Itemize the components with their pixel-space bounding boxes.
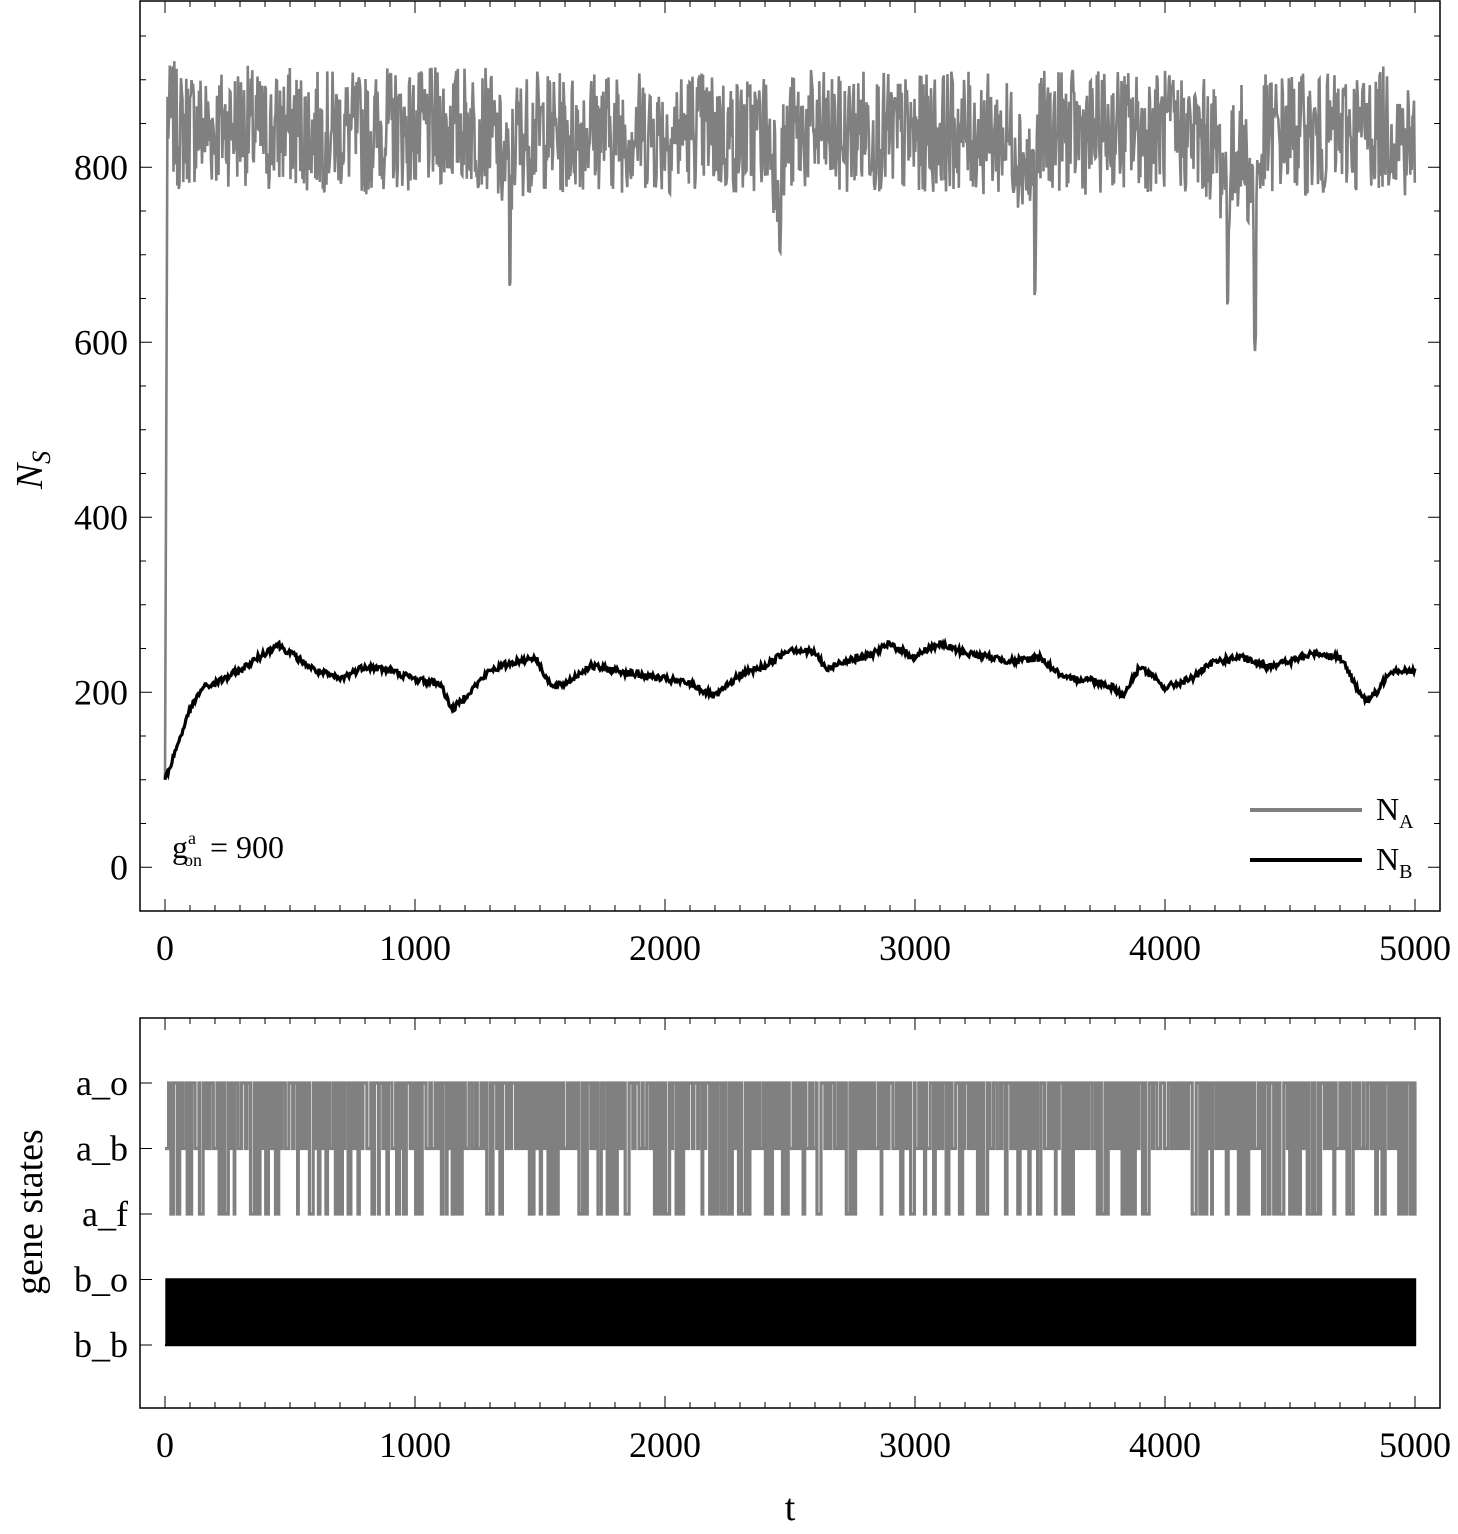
gene-state-label: a_f [82, 1194, 128, 1234]
bottom-y-axis-title: gene states [9, 1129, 51, 1295]
y-tick-label: 200 [74, 672, 128, 712]
x-tick-label: 1000 [379, 1425, 451, 1465]
population-panel: 0 1000 2000 3000 4000 5000 0 200 400 600 800 NS g… [9, 0, 1451, 968]
x-tick-label: 5000 [1379, 1425, 1451, 1465]
bottom-x-ticks: 0 1000 2000 3000 4000 5000 [156, 1018, 1451, 1465]
y-tick-label: 600 [74, 322, 128, 362]
gene-states-panel: 0 1000 2000 3000 4000 5000 a_o a_b a_f b_o b_b ge… [9, 1017, 1451, 1529]
y-tick-label: 0 [110, 847, 128, 887]
series-line-nb [163, 637, 1417, 781]
parameter-annotation: ga on = 900 [172, 828, 284, 870]
gene-b-trace [165, 1278, 1417, 1347]
legend: NA NB [1250, 791, 1414, 883]
top-y-ticks: 0 200 400 600 800 [74, 35, 1440, 887]
x-tick-label: 0 [156, 928, 174, 968]
gene-state-label: a_o [76, 1063, 128, 1103]
bottom-series-group [165, 1081, 1417, 1347]
x-tick-label: 5000 [1379, 928, 1451, 968]
x-tick-label: 3000 [879, 1425, 951, 1465]
legend-label-nb: NB [1376, 841, 1412, 883]
gene-state-label: b_b [74, 1325, 128, 1365]
x-tick-label: 0 [156, 1425, 174, 1465]
y-tick-label: 800 [74, 147, 128, 187]
series-line-na [163, 61, 1417, 780]
x-tick-label: 3000 [879, 928, 951, 968]
top-y-axis-title: NS [9, 451, 56, 490]
x-tick-label: 4000 [1129, 928, 1201, 968]
bottom-y-ticks: a_o a_b a_f b_o b_b [74, 1063, 152, 1365]
legend-label-na: NA [1376, 791, 1414, 833]
top-x-ticks: 0 1000 2000 3000 4000 5000 [156, 1, 1451, 968]
x-tick-label: 2000 [629, 928, 701, 968]
x-axis-title: t [785, 1487, 796, 1529]
gene-state-label: a_b [76, 1129, 128, 1169]
top-series-group [163, 61, 1417, 781]
gene-a-trace [165, 1081, 1417, 1216]
gene-state-label: b_o [74, 1260, 128, 1300]
x-tick-label: 1000 [379, 928, 451, 968]
x-tick-label: 2000 [629, 1425, 701, 1465]
x-tick-label: 4000 [1129, 1425, 1201, 1465]
y-tick-label: 400 [74, 497, 128, 537]
